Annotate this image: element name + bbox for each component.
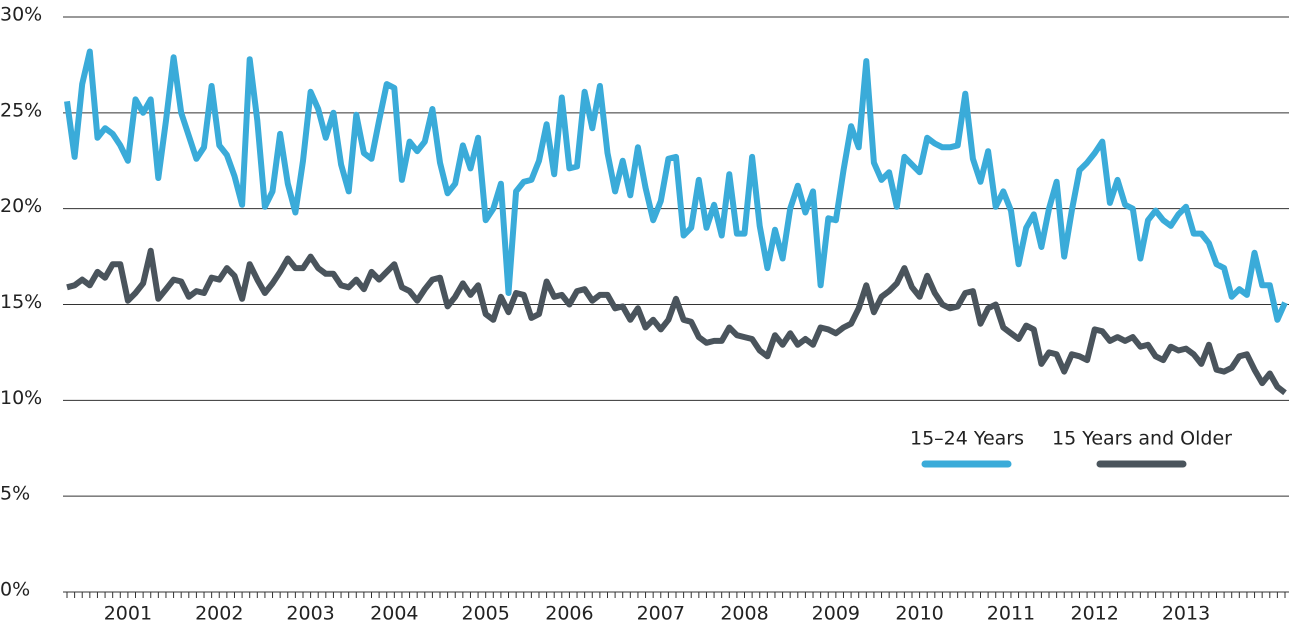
legend-label: 15–24 Years [910, 428, 1024, 450]
x-tick-label: 2013 [1162, 603, 1210, 625]
x-tick-label: 2001 [104, 603, 152, 625]
x-tick-label: 2004 [370, 603, 418, 625]
x-tick-label: 2009 [812, 603, 860, 625]
y-tick-label: 0% [0, 579, 30, 601]
x-tick-label: 2012 [1071, 603, 1119, 625]
x-tick-label: 2005 [462, 603, 510, 625]
series-line [64, 48, 1288, 323]
y-tick-label: 25% [0, 99, 42, 121]
y-tick-label: 10% [0, 387, 42, 409]
x-tick-label: 2006 [545, 603, 593, 625]
y-tick-label: 30% [0, 4, 42, 26]
y-tick-label: 15% [0, 291, 42, 313]
legend-label: 15 Years and Older [1052, 428, 1232, 450]
series-line [66, 247, 1287, 396]
x-tick-label: 2010 [895, 603, 943, 625]
x-tick-label: 2002 [195, 603, 243, 625]
x-tick-label: 2008 [720, 603, 768, 625]
x-tick-label: 2003 [286, 603, 334, 625]
y-tick-label: 5% [0, 483, 30, 505]
x-tick-label: 2007 [637, 603, 685, 625]
x-tick-label: 2011 [987, 603, 1035, 625]
y-tick-label: 20% [0, 195, 42, 217]
